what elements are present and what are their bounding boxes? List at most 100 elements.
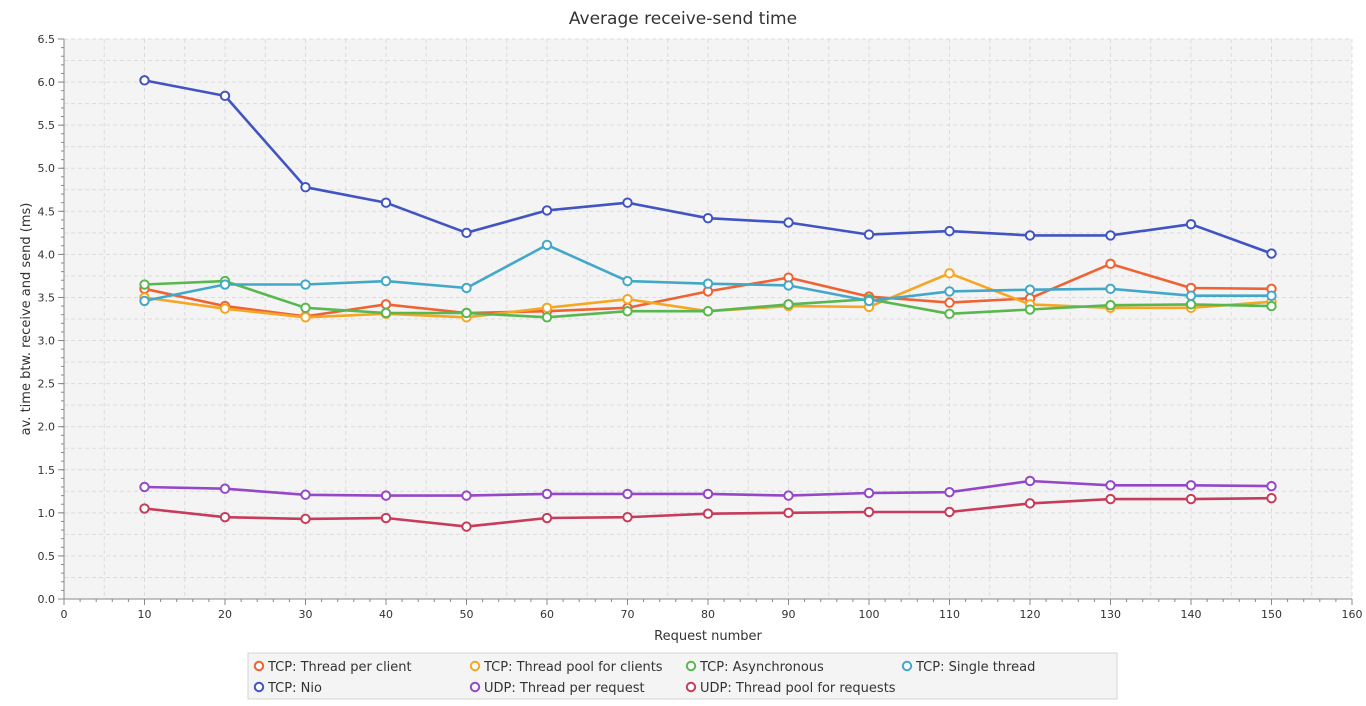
y-tick-label: 2.5 [38, 378, 56, 391]
legend-label: TCP: Nio [267, 681, 322, 696]
data-point [783, 299, 794, 310]
data-point [300, 513, 311, 525]
legend-item: TCP: Nio [253, 681, 322, 696]
x-tick-label: 30 [299, 608, 313, 621]
data-point [783, 507, 794, 519]
data-point [541, 488, 553, 500]
x-tick-label: 70 [621, 608, 635, 621]
data-point [461, 227, 472, 239]
data-point [380, 512, 392, 524]
data-point [1185, 480, 1197, 491]
data-point [1024, 230, 1036, 241]
legend-marker [253, 660, 265, 672]
data-point [702, 488, 714, 500]
data-point [461, 521, 472, 532]
data-point [300, 489, 311, 500]
legend-item: UDP: Thread per request [469, 681, 645, 696]
x-tick-label: 110 [939, 608, 960, 621]
x-tick-label: 40 [379, 608, 393, 621]
data-point [1024, 475, 1036, 487]
legend-item: TCP: Thread pool for clients [469, 660, 663, 675]
data-point [1105, 300, 1116, 311]
legend-marker [469, 681, 481, 693]
data-point [380, 275, 392, 287]
data-point [702, 508, 714, 519]
data-point [622, 511, 633, 523]
series-7 [139, 493, 1277, 532]
data-point [944, 286, 955, 297]
data-point [1185, 290, 1197, 301]
y-tick-label: 0.0 [38, 593, 56, 606]
data-point [461, 282, 472, 294]
legend-item: TCP: Thread per client [253, 660, 412, 675]
x-tick-label: 130 [1100, 608, 1121, 621]
x-tick-label: 100 [859, 608, 880, 621]
data-point [1266, 493, 1277, 504]
y-tick-label: 4.0 [38, 248, 56, 261]
data-point [219, 511, 231, 523]
data-point [541, 205, 553, 216]
x-tick-label: 120 [1020, 608, 1041, 621]
x-axis-title: Request number [654, 629, 762, 644]
data-point [1185, 299, 1197, 310]
x-tick-label: 160 [1342, 608, 1363, 621]
data-point [944, 268, 955, 279]
legend-label: UDP: Thread per request [484, 681, 645, 696]
axes: 0.0 0.5 1.0 1.5 2.0 2.5 3.0 3.5 4.0 4.5 5.0 5.5 6.0 6… [38, 33, 1363, 621]
y-tick-label: 0.5 [38, 550, 56, 563]
data-point [380, 307, 392, 319]
legend-marker [685, 681, 697, 693]
data-point [139, 75, 150, 86]
y-tick-label: 6.5 [38, 33, 56, 46]
data-point [380, 299, 392, 310]
legend: TCP: Thread per client TCP: Thread pool f… [247, 652, 1118, 700]
data-point [1266, 480, 1277, 492]
data-point [944, 308, 955, 320]
data-point [219, 483, 231, 494]
data-point [622, 275, 633, 287]
data-point [139, 503, 150, 514]
data-point [380, 490, 392, 501]
series-5 [139, 75, 1277, 259]
data-point [541, 312, 553, 323]
y-tick-label: 5.5 [38, 119, 56, 132]
data-point [139, 295, 150, 307]
x-tick-label: 10 [138, 608, 152, 621]
data-point [1185, 493, 1197, 505]
data-point [541, 302, 553, 313]
data-point [219, 90, 231, 102]
data-point [944, 297, 955, 308]
data-point [1024, 304, 1036, 315]
series-4 [139, 239, 1277, 307]
data-point [300, 279, 311, 290]
data-point [1024, 498, 1036, 509]
data-point [944, 225, 955, 237]
data-point [702, 278, 714, 289]
data-point [622, 306, 633, 317]
data-point [863, 487, 875, 499]
data-point [702, 213, 714, 224]
data-point [1185, 219, 1197, 230]
data-point [461, 490, 472, 501]
x-tick-label: 60 [540, 608, 554, 621]
y-tick-label: 6.0 [38, 76, 56, 89]
data-point [622, 197, 633, 208]
chart-title: Average receive-send time [569, 9, 797, 29]
legend-label: UDP: Thread pool for requests [700, 681, 896, 696]
data-point [944, 506, 955, 518]
x-tick-label: 80 [701, 608, 715, 621]
legend-item: UDP: Thread pool for requests [685, 681, 896, 696]
y-tick-label: 2.0 [38, 421, 56, 434]
legend-label: TCP: Asynchronous [699, 660, 824, 675]
data-point [139, 481, 150, 493]
data-point [863, 229, 875, 240]
data-point [1024, 284, 1036, 295]
data-point [380, 197, 392, 208]
data-point [139, 279, 150, 290]
x-tick-label: 0 [61, 608, 68, 621]
data-point [622, 293, 633, 305]
legend-marker [685, 660, 697, 672]
data-point [1105, 493, 1116, 505]
